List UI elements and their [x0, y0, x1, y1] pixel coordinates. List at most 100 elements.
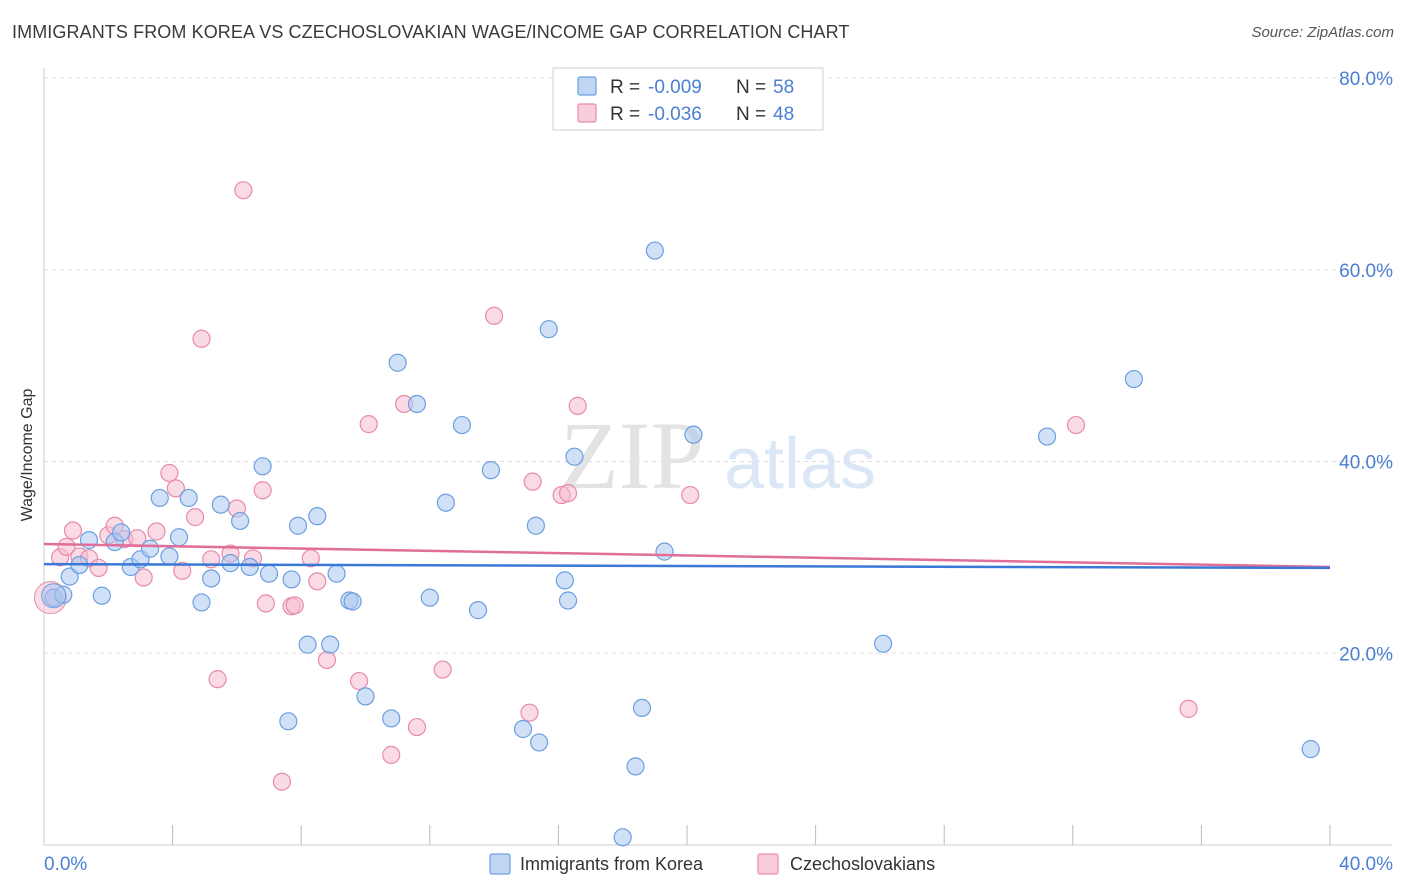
- czechoslovakians-point: [285, 596, 304, 615]
- korea-point: [626, 757, 645, 776]
- stats-legend-box: [552, 67, 824, 131]
- series-korea-points: [41, 241, 1320, 847]
- legend-swatch-korea: [577, 76, 597, 96]
- korea-point: [555, 571, 574, 590]
- korea-point: [150, 488, 169, 508]
- czechoslovakians-point: [317, 650, 337, 670]
- korea-point: [308, 507, 327, 526]
- korea-point: [632, 698, 652, 717]
- czechoslovakians-point: [192, 329, 211, 348]
- czechoslovakians-point: [349, 671, 369, 691]
- czechoslovakians-point: [407, 717, 427, 737]
- y-axis-title: Wage/Income Gap: [19, 388, 36, 522]
- korea-point: [231, 511, 250, 531]
- czechoslovakians-point: [186, 508, 205, 527]
- czechoslovakians-point: [272, 772, 292, 791]
- korea-point: [259, 564, 279, 583]
- korea-point: [684, 425, 703, 444]
- series-legend: Immigrants from Korea Czechoslovakians: [489, 853, 935, 875]
- korea-point: [321, 635, 340, 654]
- x-tick-label-min: 0.0%: [44, 854, 87, 875]
- korea-point: [530, 733, 549, 752]
- korea-point: [436, 493, 455, 512]
- korea-point: [202, 569, 221, 588]
- czechoslovakians-point: [234, 181, 253, 200]
- series-legend-label-korea: Immigrants from Korea: [520, 854, 704, 874]
- korea-point: [1301, 740, 1320, 759]
- korea-point: [282, 570, 301, 589]
- korea-point: [140, 539, 160, 558]
- legend-r-label-czechoslovakians: R =: [610, 104, 640, 125]
- korea-point: [452, 415, 472, 435]
- czechoslovakians-point: [382, 745, 401, 764]
- korea-point: [179, 488, 198, 508]
- watermark-zip: ZIP: [560, 402, 704, 509]
- czechoslovakians-point: [173, 561, 192, 580]
- y-tick-label: 20.0%: [1339, 644, 1393, 665]
- czechoslovakians-point: [359, 415, 378, 434]
- watermark-atlas: atlas: [724, 424, 876, 504]
- korea-point: [356, 687, 375, 706]
- legend-n-label-czechoslovakians: N =: [736, 104, 766, 125]
- korea-point: [169, 528, 189, 547]
- korea-point: [513, 719, 533, 739]
- legend-n-value-czechoslovakians: 48: [773, 104, 794, 125]
- korea-point: [112, 523, 131, 542]
- korea-point: [613, 828, 632, 847]
- czechoslovakians-point: [1179, 699, 1198, 718]
- korea-point: [558, 591, 578, 610]
- korea-point: [468, 601, 488, 620]
- korea-point: [327, 564, 346, 583]
- korea-point: [160, 547, 179, 566]
- stats-legend: R = -0.009 N = 58 R = -0.036 N = 48: [552, 67, 824, 131]
- czechoslovakians-point: [57, 537, 76, 556]
- legend-swatch-czechoslovakians: [577, 103, 597, 123]
- czechoslovakians-point: [256, 594, 275, 613]
- czechoslovakians-point: [568, 396, 587, 415]
- korea-trend-line: [43, 562, 1331, 570]
- korea-point: [343, 592, 362, 611]
- czechoslovakians-point: [485, 306, 504, 325]
- y-tick-label: 60.0%: [1339, 261, 1393, 282]
- czechoslovakians-point: [1066, 415, 1086, 435]
- korea-point: [388, 353, 407, 372]
- korea-point: [211, 495, 230, 514]
- czechoslovakians-point: [89, 558, 108, 578]
- korea-point: [420, 588, 439, 607]
- korea-point: [221, 554, 240, 573]
- y-tick-label: 80.0%: [1339, 69, 1393, 90]
- korea-point: [655, 542, 674, 561]
- tick-labels: 20.0% 40.0% 60.0% 80.0% 0.0% 40.0%: [44, 69, 1393, 875]
- korea-point: [298, 635, 317, 654]
- korea-point: [874, 634, 893, 653]
- chart-title: IMMIGRANTS FROM KOREA VS CZECHOSLOVAKIAN…: [12, 22, 850, 42]
- czechoslovakians-point: [681, 485, 700, 505]
- korea-point: [481, 461, 500, 480]
- legend-r-label-korea: R =: [610, 77, 640, 98]
- korea-point: [539, 320, 558, 339]
- korea-point: [92, 586, 111, 605]
- legend-r-value-korea: -0.009: [648, 77, 702, 98]
- axes: [43, 68, 1392, 846]
- series-legend-label-czechoslovakians: Czechoslovakians: [790, 854, 935, 874]
- legend-r-value-czechoslovakians: -0.036: [648, 104, 702, 125]
- x-tick-label-max: 40.0%: [1339, 854, 1393, 875]
- czechoslovakians-point: [558, 484, 578, 503]
- y-tick-label: 40.0%: [1339, 453, 1393, 474]
- czechoslovakians-point: [166, 479, 185, 498]
- korea-point: [1124, 369, 1143, 389]
- czechoslovakians-point: [433, 660, 452, 679]
- korea-point: [645, 241, 664, 260]
- czechoslovakians-point: [308, 572, 327, 591]
- series-legend-swatch-korea: [489, 853, 511, 875]
- legend-n-value-korea: 58: [773, 77, 794, 98]
- czechoslovakians-point: [253, 481, 272, 500]
- korea-point: [192, 593, 211, 612]
- czechoslovakians-point: [208, 670, 227, 689]
- korea-point: [279, 712, 298, 731]
- legend-n-label-korea: N =: [736, 77, 766, 98]
- korea-point: [1037, 427, 1057, 446]
- czechoslovakians-trend-line: [43, 542, 1331, 569]
- czechoslovakians-point: [147, 522, 166, 541]
